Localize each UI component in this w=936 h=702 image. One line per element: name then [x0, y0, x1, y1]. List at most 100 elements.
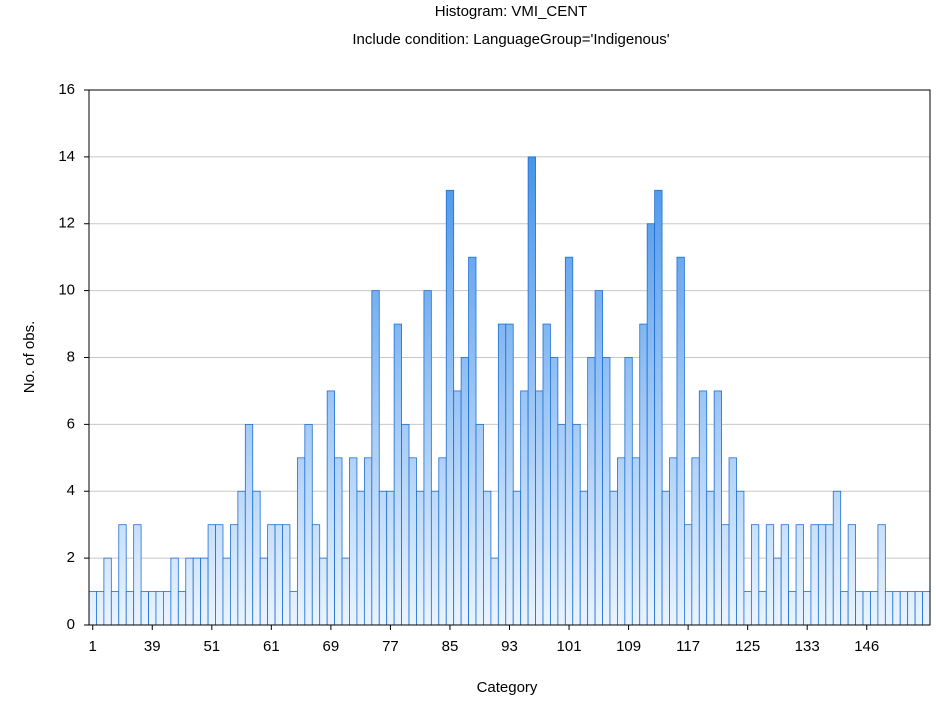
bar [296, 457, 306, 626]
bar [468, 256, 477, 626]
bar [564, 256, 574, 626]
bar [669, 457, 678, 626]
bar [103, 557, 112, 626]
bar [676, 256, 685, 626]
bar [587, 357, 596, 626]
bar [222, 557, 231, 626]
bar [862, 591, 871, 626]
y-tick-label: 12 [58, 215, 75, 232]
bar [207, 524, 216, 626]
bar [803, 591, 812, 626]
bar [282, 524, 291, 626]
bar [274, 524, 283, 626]
bar [899, 591, 909, 626]
bar [177, 591, 187, 626]
bar [200, 557, 209, 626]
bar [408, 457, 417, 626]
bar [535, 390, 544, 626]
bar [884, 591, 894, 626]
bar [423, 290, 432, 626]
plot-frame [88, 89, 931, 626]
bar [654, 189, 663, 626]
bar [609, 490, 618, 626]
bar [832, 490, 842, 626]
bar [475, 423, 484, 626]
bar [244, 423, 254, 626]
bar [252, 490, 261, 626]
bar [736, 490, 745, 626]
bar [140, 591, 149, 626]
bar [557, 423, 566, 626]
bar [594, 290, 603, 626]
bar [624, 357, 633, 626]
chart-subtitle: Include condition: LanguageGroup='Indige… [352, 31, 669, 48]
bar [877, 524, 886, 626]
bar [795, 524, 804, 626]
bar [363, 457, 373, 626]
x-tick-label: 133 [795, 638, 820, 655]
bar [170, 557, 179, 626]
y-tick-label: 14 [58, 148, 75, 165]
bar [490, 557, 499, 626]
bar [371, 290, 380, 626]
y-tick-label: 4 [67, 482, 75, 499]
bar [341, 557, 350, 626]
bar [661, 490, 670, 626]
x-tick-label: 61 [263, 638, 280, 655]
chart-title: Histogram: VMI_CENT [435, 3, 588, 20]
bar [706, 490, 715, 626]
bar [527, 156, 536, 626]
bar [579, 490, 589, 626]
bar [602, 357, 611, 626]
bar [914, 591, 923, 626]
bar [356, 490, 365, 626]
bar [617, 457, 626, 626]
bar [393, 323, 402, 626]
bar [349, 457, 358, 626]
bar [683, 524, 693, 626]
bar [110, 591, 120, 626]
x-tick-label: 39 [144, 638, 161, 655]
bar [780, 524, 789, 626]
y-tick-label: 0 [67, 616, 75, 633]
y-tick-label: 6 [67, 415, 75, 432]
bar [520, 390, 529, 626]
bar [542, 323, 551, 626]
bar [840, 591, 849, 626]
x-tick-label: 146 [854, 638, 879, 655]
bar [148, 591, 157, 626]
bar [118, 524, 127, 626]
x-tick-label: 85 [442, 638, 459, 655]
y-tick-label: 10 [58, 282, 75, 299]
bar [386, 490, 395, 626]
bar [401, 423, 410, 626]
x-axis-label: Category [477, 679, 538, 696]
bar [319, 557, 328, 626]
x-tick-label: 125 [735, 638, 760, 655]
bar [259, 557, 269, 626]
bar [572, 423, 581, 626]
bar [691, 457, 700, 626]
bar [825, 524, 834, 626]
bar [892, 591, 901, 626]
bar [907, 591, 916, 626]
bar [646, 223, 656, 626]
bar [304, 423, 313, 626]
bar [155, 591, 164, 626]
bar [267, 524, 276, 626]
x-tick-label: 69 [323, 638, 340, 655]
bar [765, 524, 775, 626]
bar [438, 457, 447, 626]
bar [378, 490, 388, 626]
bar [497, 323, 507, 626]
bar [922, 591, 931, 626]
bar [185, 557, 194, 626]
bar [326, 390, 336, 626]
bar [96, 591, 105, 626]
bar [512, 490, 522, 626]
bar [788, 591, 797, 626]
x-tick-label: 1 [89, 638, 97, 655]
x-tick-label: 51 [203, 638, 220, 655]
x-tick-label: 77 [382, 638, 399, 655]
